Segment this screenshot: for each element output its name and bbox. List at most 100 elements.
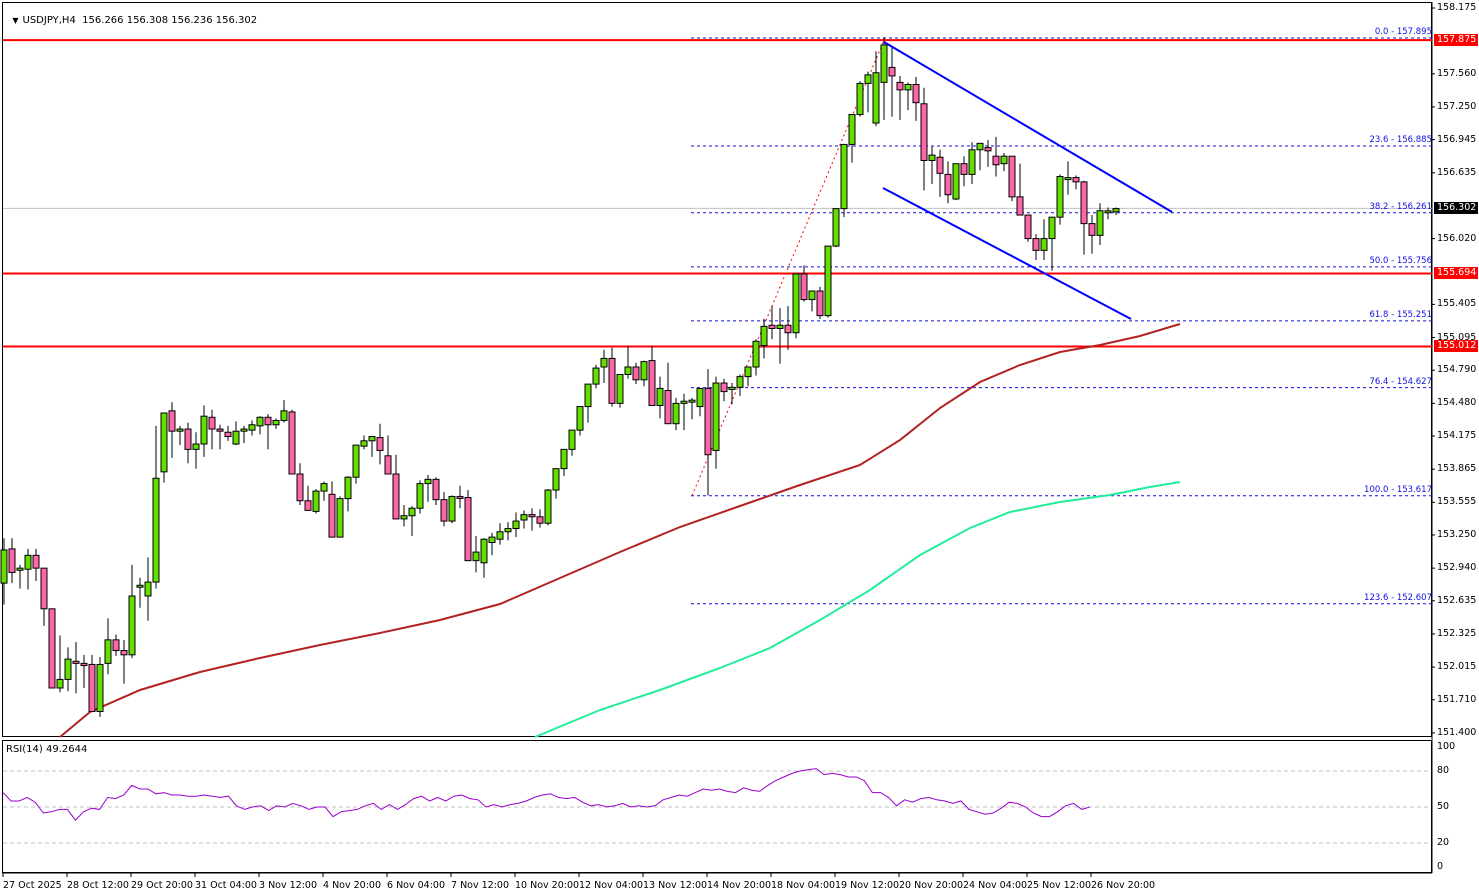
bear-candle [536, 516, 544, 524]
bear-candle [304, 500, 312, 511]
bear-candle [88, 663, 96, 713]
price-tick-label: 154.480 [1437, 397, 1477, 409]
time-tick-label: 28 Oct 12:00 [67, 880, 129, 891]
time-tick-label: 10 Nov 20:00 [515, 880, 580, 891]
slow-ma-line [59, 323, 1181, 738]
bull-candle [640, 361, 648, 381]
bear-candle [1072, 177, 1080, 183]
price-tick-label: 156.020 [1437, 232, 1477, 244]
bear-candle [8, 548, 16, 573]
bull-candle [928, 154, 936, 161]
bear-candle [216, 428, 224, 432]
bear-candle [184, 428, 192, 450]
bear-candle [456, 495, 464, 499]
bull-candle [192, 443, 200, 450]
rsi-tick-label: 80 [1437, 765, 1450, 776]
bull-candle [0, 549, 8, 584]
bear-candle [1032, 238, 1040, 251]
rsi-pane[interactable] [2, 740, 1432, 873]
price-tick-label: 153.250 [1437, 528, 1477, 540]
bear-candle [224, 431, 232, 438]
bull-candle [272, 419, 280, 426]
bull-candle [592, 367, 600, 385]
bear-candle [432, 478, 440, 501]
bear-candle [800, 273, 808, 301]
symbol-timeframe: USDJPY,H4 [22, 15, 76, 26]
bull-candle [96, 663, 104, 713]
bull-candle [512, 520, 520, 530]
price-tick-label: 155.095 [1437, 331, 1477, 343]
fib-level-label: 23.6 - 156.885 [1369, 135, 1432, 146]
rsi-tick-label: 50 [1437, 801, 1450, 812]
bear-candle [32, 554, 40, 569]
bull-candle [1056, 176, 1064, 218]
bull-candle [496, 531, 504, 540]
bull-candle [712, 382, 720, 451]
bear-candle [632, 366, 640, 381]
bull-candle [832, 208, 840, 247]
bear-candle [296, 473, 304, 502]
bull-candle [776, 324, 784, 329]
time-tick-label: 18 Nov 04:00 [771, 880, 836, 891]
bear-candle [440, 499, 448, 522]
bear-candle [392, 473, 400, 520]
bear-candle [528, 514, 536, 518]
bull-candle [624, 366, 632, 375]
bull-candle [472, 551, 480, 562]
bear-candle [984, 147, 992, 152]
bull-candle [64, 658, 72, 680]
time-tick-label: 3 Nov 12:00 [259, 880, 318, 891]
price-tick-label: 153.555 [1437, 496, 1477, 508]
bear-candle [992, 155, 1000, 166]
bear-candle [704, 387, 712, 456]
bull-candle [1104, 210, 1112, 214]
bear-candle [80, 662, 88, 667]
bear-candle [48, 608, 56, 689]
bull-candle [104, 639, 112, 664]
chart-header: ▼ USDJPY,H4 156.266 156.308 156.236 156.3… [6, 4, 257, 26]
bull-candle [488, 536, 496, 543]
fib-level-label: 123.6 - 152.607 [1364, 592, 1432, 603]
time-tick-label: 19 Nov 12:00 [835, 880, 900, 891]
time-tick-label: 25 Nov 12:00 [1027, 880, 1092, 891]
price-tick-label: 157.250 [1437, 100, 1477, 112]
time-tick-label: 12 Nov 04:00 [579, 880, 644, 891]
bull-candle [504, 528, 512, 533]
bull-candle [568, 429, 576, 450]
bull-candle [864, 74, 872, 84]
bear-candle [40, 567, 48, 610]
time-tick-label: 13 Nov 12:00 [643, 880, 708, 891]
fib-level-label: 100.0 - 153.617 [1364, 484, 1432, 495]
bull-candle [616, 373, 624, 404]
bull-candle [576, 406, 584, 431]
bull-candle [352, 444, 360, 478]
channel-upper-line [883, 41, 1173, 213]
bull-candle [560, 448, 568, 470]
bull-candle [736, 376, 744, 388]
bull-candle [880, 44, 888, 83]
bull-candle [280, 410, 288, 421]
fib-level-label: 0.0 - 157.895 [1374, 26, 1432, 37]
bull-candle [480, 538, 488, 564]
bull-candle [824, 245, 832, 317]
bull-candle [744, 366, 752, 378]
bull-candle [360, 440, 368, 447]
collapse-triangle-icon[interactable]: ▼ [12, 16, 19, 25]
bull-candle [584, 383, 592, 408]
bull-candle [336, 498, 344, 538]
bear-candle [944, 173, 952, 196]
fast-ma-line [534, 481, 1181, 738]
bear-candle [816, 290, 824, 317]
bear-candle [1088, 223, 1096, 236]
bear-candle [608, 357, 616, 404]
bear-candle [888, 66, 896, 77]
bear-candle [376, 437, 384, 451]
bull-candle [424, 478, 432, 485]
bull-candle [952, 163, 960, 200]
bull-candle [696, 387, 704, 408]
bull-candle [448, 495, 456, 522]
bull-candle [144, 581, 152, 597]
bull-candle [656, 387, 664, 407]
bull-candle [320, 483, 328, 492]
